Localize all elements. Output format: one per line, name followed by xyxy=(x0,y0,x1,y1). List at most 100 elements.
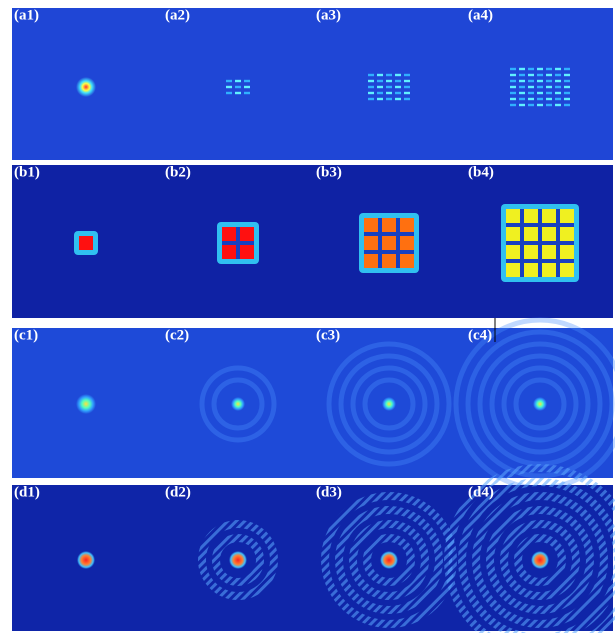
dot xyxy=(235,91,241,95)
dot xyxy=(404,79,410,83)
dot xyxy=(555,91,561,95)
dot xyxy=(564,91,570,95)
panel-label: (b2) xyxy=(165,165,191,181)
dot xyxy=(235,85,241,89)
square xyxy=(560,245,574,259)
ring xyxy=(514,534,566,586)
panel-label: (c3) xyxy=(316,328,340,344)
dot xyxy=(510,97,516,101)
dot xyxy=(519,91,525,95)
square xyxy=(524,209,538,223)
panel-label: (a4) xyxy=(468,8,493,24)
panel-label: (b4) xyxy=(468,165,494,181)
dot xyxy=(519,79,525,83)
dot xyxy=(404,91,410,95)
dot xyxy=(395,91,401,95)
dot xyxy=(395,85,401,89)
dot xyxy=(528,97,534,101)
panel-row: (d1) (d2) (d3) (d4) xyxy=(12,464,615,633)
dot xyxy=(395,79,401,83)
gap xyxy=(506,259,574,263)
square xyxy=(240,227,254,241)
ring xyxy=(458,478,615,633)
dot xyxy=(510,91,516,95)
dot xyxy=(377,73,383,77)
dot xyxy=(377,79,383,83)
square xyxy=(542,245,556,259)
panel-row: (c1) (c2) (c3) (c4) xyxy=(12,317,615,491)
panel-row: (a1) (a2) (a3) (a4) xyxy=(12,8,613,160)
row-background xyxy=(12,8,613,160)
gap xyxy=(378,218,382,268)
gap xyxy=(222,241,254,245)
ring xyxy=(338,353,440,455)
dot xyxy=(528,79,534,83)
panel-label: (c2) xyxy=(165,328,189,344)
dot xyxy=(377,97,383,101)
ring xyxy=(349,520,429,600)
dot xyxy=(244,85,250,89)
dot xyxy=(537,79,543,83)
gap xyxy=(364,250,414,254)
square xyxy=(524,227,538,241)
square xyxy=(506,263,520,277)
spot xyxy=(77,551,95,569)
square xyxy=(560,227,574,241)
square xyxy=(382,254,396,268)
dot xyxy=(244,91,250,95)
panel-label: (a2) xyxy=(165,8,190,24)
dot xyxy=(546,85,552,89)
dot xyxy=(555,79,561,83)
dot xyxy=(404,73,410,77)
dot xyxy=(404,97,410,101)
dot xyxy=(537,103,543,107)
ring xyxy=(363,534,415,586)
dot xyxy=(510,79,516,83)
dot xyxy=(368,91,374,95)
ring xyxy=(501,365,579,443)
dot xyxy=(368,73,374,77)
spot xyxy=(231,397,245,411)
panel-label: (d4) xyxy=(468,485,494,501)
dot xyxy=(528,67,534,71)
dot xyxy=(537,97,543,101)
dot xyxy=(377,91,383,95)
ring xyxy=(321,492,457,628)
dot xyxy=(519,73,525,77)
dot xyxy=(528,73,534,77)
square xyxy=(542,227,556,241)
row-background xyxy=(12,328,613,478)
dot xyxy=(226,85,232,89)
square xyxy=(382,236,396,250)
dot xyxy=(546,91,552,95)
dot xyxy=(235,79,241,83)
gap xyxy=(556,209,560,277)
square xyxy=(364,254,378,268)
dot xyxy=(564,67,570,71)
dot xyxy=(377,85,383,89)
ring xyxy=(350,365,428,443)
dot xyxy=(546,73,552,77)
square xyxy=(506,227,520,241)
dot xyxy=(546,79,552,83)
ring xyxy=(472,492,608,628)
dot xyxy=(555,97,561,101)
square xyxy=(222,245,236,259)
spot xyxy=(382,397,396,411)
dot xyxy=(386,73,392,77)
dot xyxy=(519,67,525,71)
dot xyxy=(528,85,534,89)
ring xyxy=(211,377,265,431)
gap xyxy=(506,241,574,245)
dot xyxy=(244,79,250,83)
square xyxy=(364,218,378,232)
dot xyxy=(519,97,525,101)
dot xyxy=(368,85,374,89)
square xyxy=(400,254,414,268)
panel-label: (b3) xyxy=(316,165,342,181)
panel-label: (d1) xyxy=(14,485,40,501)
panel-label: (d3) xyxy=(316,485,342,501)
ring xyxy=(513,377,567,431)
spot xyxy=(76,394,96,414)
dot xyxy=(368,79,374,83)
